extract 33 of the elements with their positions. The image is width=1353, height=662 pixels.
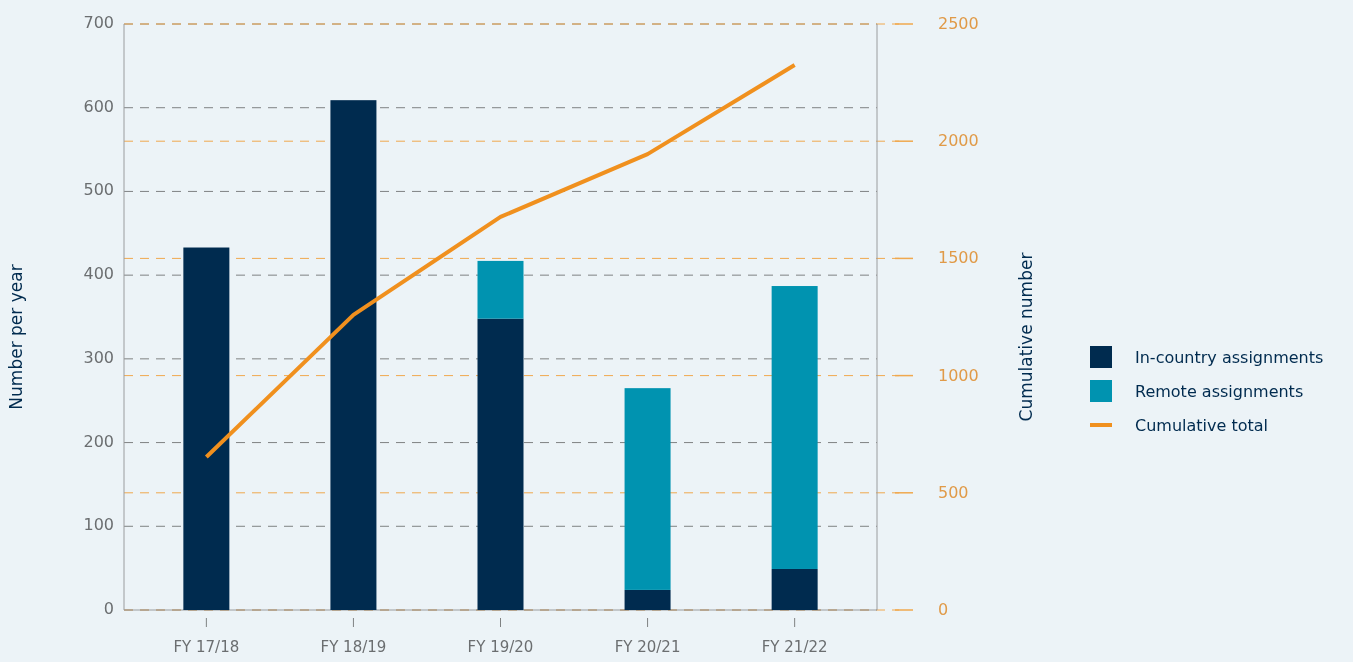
bar (477, 318, 524, 610)
legend-label: Cumulative total (1135, 416, 1268, 435)
x-tick-label: FY 20/21 (614, 638, 681, 656)
y-tick-label: 300 (83, 347, 114, 367)
y2-tick-label: 1500 (938, 248, 979, 268)
bar (771, 568, 818, 610)
y-tick-label: 600 (83, 96, 114, 116)
bar (624, 589, 671, 610)
y2-tick-label: 1000 (938, 365, 979, 385)
y-tick-label: 700 (83, 13, 114, 32)
y-tick-label: 100 (83, 515, 114, 535)
x-tick-label: FY 21/22 (761, 638, 828, 656)
y-axis-title: Number per year (6, 264, 26, 410)
bar (477, 260, 524, 319)
y-tick-label: 200 (83, 431, 114, 451)
bar (183, 247, 230, 610)
bar (330, 100, 377, 610)
line-series (204, 63, 797, 459)
y-tick-label: 0 (103, 599, 114, 618)
bar (624, 388, 671, 590)
y2-tick-label: 500 (938, 482, 969, 502)
legend-label: In-country assignments (1135, 348, 1324, 367)
y-tick-label: 500 (83, 180, 114, 200)
bar (771, 286, 818, 569)
y-tick-label: 400 (83, 264, 114, 284)
x-tick-label: FY 19/20 (467, 638, 534, 656)
y2-axis-title: Cumulative number (1016, 252, 1036, 422)
y2-tick-label: 0 (938, 600, 949, 619)
legend-label: Remote assignments (1135, 382, 1304, 401)
x-tick-label: FY 18/19 (320, 638, 387, 656)
y2-tick-label: 2500 (938, 14, 979, 33)
y2-tick-label: 2000 (938, 131, 979, 151)
x-tick-label: FY 17/18 (173, 638, 240, 656)
